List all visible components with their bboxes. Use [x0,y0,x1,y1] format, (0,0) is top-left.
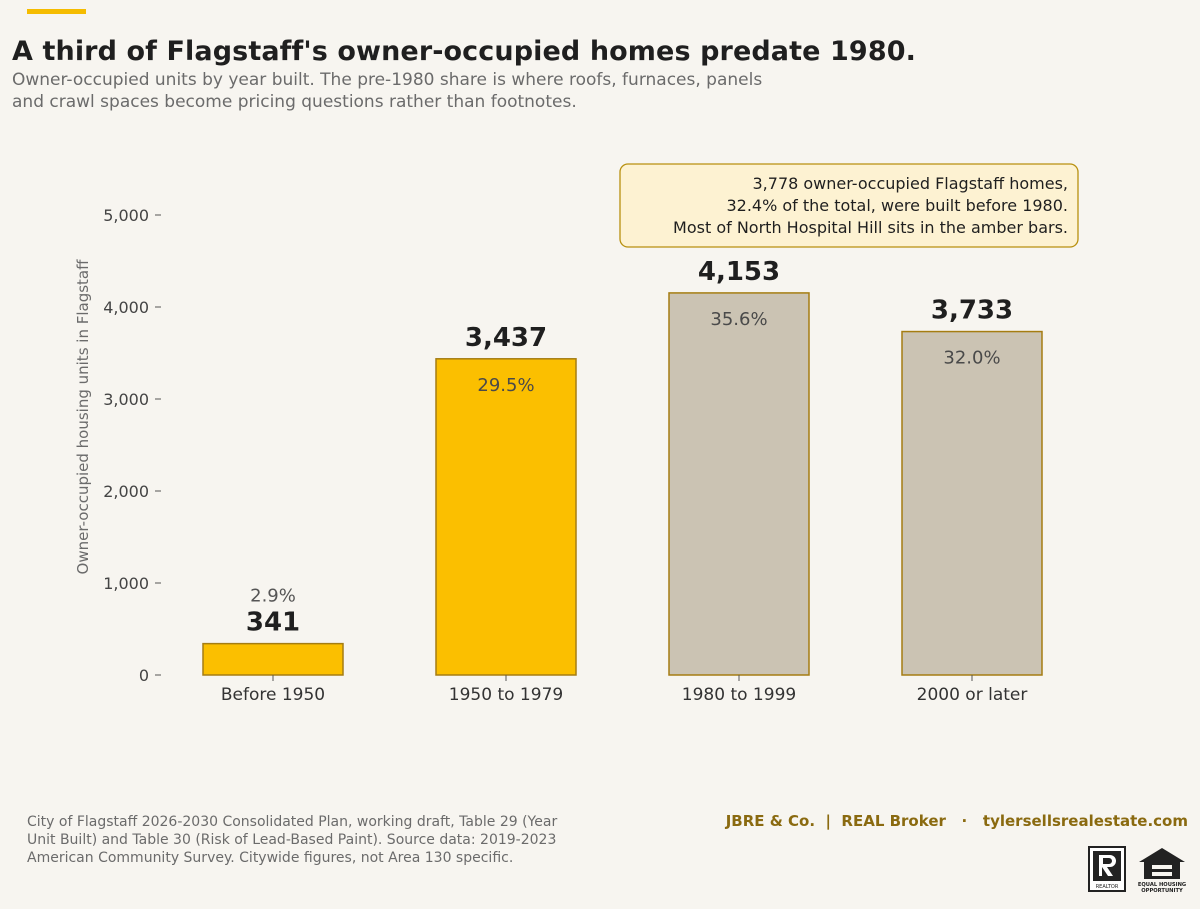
bar [668,292,810,676]
data-label: 4,153 [698,257,780,287]
y-tick-label: 4,000 [103,298,149,317]
data-label: 341 [246,608,300,638]
svg-text:OPPORTUNITY: OPPORTUNITY [1141,888,1183,894]
share-label: 2.9% [250,586,296,607]
y-tick-label: 5,000 [103,206,149,225]
accent-bar [27,9,86,14]
y-tick-label: 0 [139,666,149,685]
realtor-logo-icon: REALTOR [1088,846,1126,892]
annotation-text: 3,778 owner-occupied Flagstaff homes, [753,174,1069,193]
chart-title: A third of Flagstaff's owner-occupied ho… [12,36,916,67]
equal-housing-icon: EQUAL HOUSING OPPORTUNITY [1138,848,1186,894]
subtitle-line: and crawl spaces become pricing question… [12,92,577,112]
source-note: City of Flagstaff 2026-2030 Consolidated… [27,813,627,867]
source-line: Unit Built) and Table 30 (Risk of Lead-B… [27,832,557,848]
share-label: 29.5% [477,375,534,396]
bar [202,642,344,676]
data-label: 3,437 [465,323,547,353]
annotation-text: 32.4% of the total, were built before 19… [726,196,1068,215]
y-tick-label: 1,000 [103,574,149,593]
y-tick-label: 3,000 [103,390,149,409]
bar [435,358,577,676]
share-label: 32.0% [943,348,1000,369]
x-tick-label: 1980 to 1999 [682,685,796,705]
svg-text:EQUAL HOUSING: EQUAL HOUSING [1138,882,1186,888]
y-axis-label: Owner-occupied housing units in Flagstaf… [74,259,92,575]
x-tick-label: 2000 or later [917,685,1028,705]
annotation-text: Most of North Hospital Hill sits in the … [673,218,1068,237]
source-line: City of Flagstaff 2026-2030 Consolidated… [27,814,558,830]
y-tick-label: 2,000 [103,482,149,501]
footer-logos: REALTOR EQUAL HOUSING OPPORTUNITY [1088,846,1188,894]
x-tick-label: 1950 to 1979 [449,685,563,705]
annotation-box [619,163,1079,248]
source-line: American Community Survey. Citywide figu… [27,850,514,866]
data-label: 3,733 [931,296,1013,326]
brand-line: JBRE & Co. | REAL Broker · tylersellsrea… [725,812,1188,830]
share-label: 35.6% [710,309,767,330]
chart-subtitle: Owner-occupied units by year built. The … [12,69,832,113]
subtitle-line: Owner-occupied units by year built. The … [12,70,763,90]
x-tick-label: Before 1950 [221,685,325,705]
svg-text:REALTOR: REALTOR [1096,884,1119,890]
bar [901,330,1043,676]
